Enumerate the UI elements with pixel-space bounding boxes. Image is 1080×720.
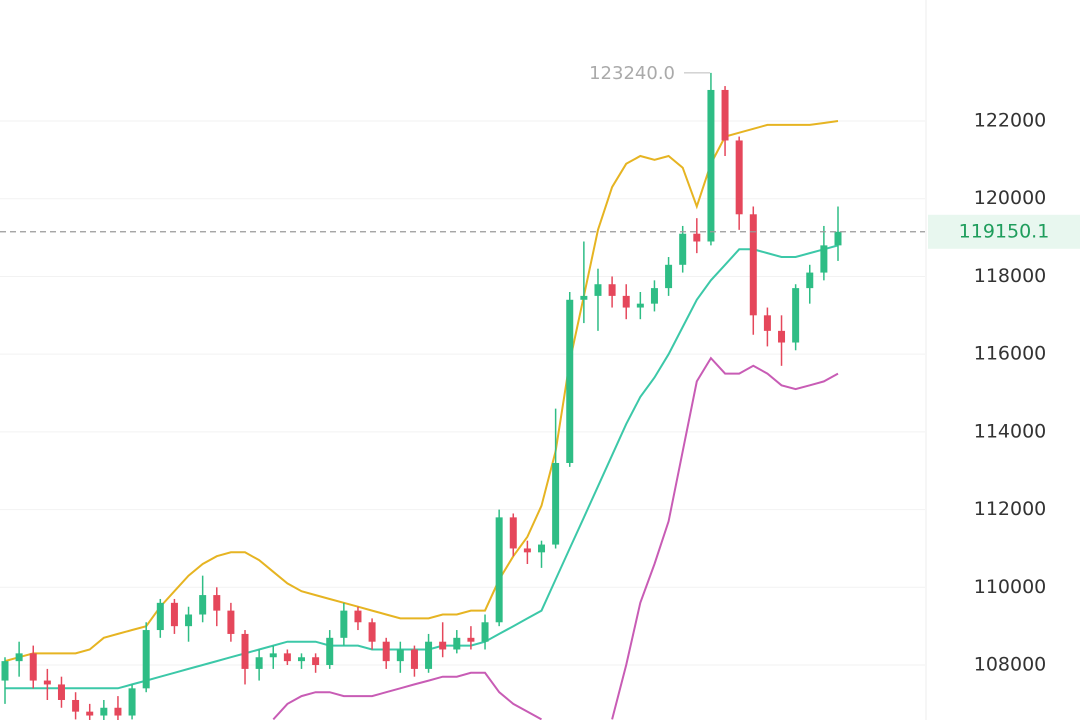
candle-body [622,295,630,308]
candle-body [213,595,221,611]
candle-body [170,602,178,627]
y-tick-label: 112000 [974,498,1047,520]
candle-body [721,89,729,141]
candle-body [114,707,122,716]
candle-body [792,288,800,343]
candle-body [735,140,743,215]
band-line [4,120,839,663]
candle-body [396,649,404,662]
candle-body [495,517,503,623]
candle-body [425,641,433,669]
candle-body [481,622,489,642]
candle-body [834,231,842,246]
candle-body [665,264,673,289]
candle-body [538,544,546,553]
candle-body [354,610,362,623]
candle-body [410,649,418,669]
candle-body [763,315,771,331]
y-tick-label: 118000 [974,265,1047,287]
candle-body [199,595,207,615]
candle-body [650,288,658,304]
candle-body [340,610,348,638]
candle-body [439,641,447,650]
candle-body [820,245,828,273]
high-label: 123240.0 [589,63,675,84]
candle-body [707,89,715,242]
candle-body [142,630,150,689]
candle-body [453,637,461,650]
candle-body [608,284,616,296]
candle-body [128,688,136,716]
candle-body [679,233,687,265]
candle-body [368,622,376,642]
candle-body [15,653,23,662]
candle-body [255,657,263,669]
y-tick-label: 122000 [974,110,1047,132]
candle-body [283,653,291,662]
y-tick-label: 116000 [974,343,1047,365]
candle-body [523,548,531,553]
candle-body [636,303,644,308]
candle-body [100,707,108,716]
candle-body [1,661,9,681]
candle-body [749,214,757,316]
candle-body [552,462,560,545]
candle-body [241,633,249,669]
candle-body [806,272,814,289]
candle-body [297,657,305,662]
last-price-box [928,214,1080,249]
candle-body [693,233,701,242]
candle-body [326,637,334,666]
last-price-label: 119150.1 [959,220,1050,242]
candle-body [566,299,574,463]
candle-body [29,653,37,681]
candle-body [57,684,65,700]
candle-body [778,330,786,343]
candle-body [580,295,588,300]
candle-body [509,517,517,549]
candle-body [269,653,277,658]
candle-body [185,614,193,627]
y-tick-label: 108000 [974,654,1047,676]
candle-body [43,680,51,685]
candle-body [72,699,80,712]
candle-body [156,602,164,631]
candle-body [312,657,320,666]
band-line [272,356,839,720]
candle-body [382,641,390,662]
candle-body [86,711,94,716]
y-tick-label: 114000 [974,420,1047,442]
candle-body [227,610,235,634]
candle-body [594,284,602,296]
y-tick-label: 120000 [974,187,1047,209]
candle-body [467,637,475,642]
y-tick-label: 110000 [974,576,1047,598]
